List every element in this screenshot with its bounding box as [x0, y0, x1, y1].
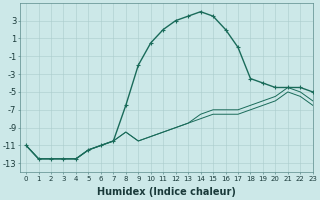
X-axis label: Humidex (Indice chaleur): Humidex (Indice chaleur)	[97, 187, 236, 197]
